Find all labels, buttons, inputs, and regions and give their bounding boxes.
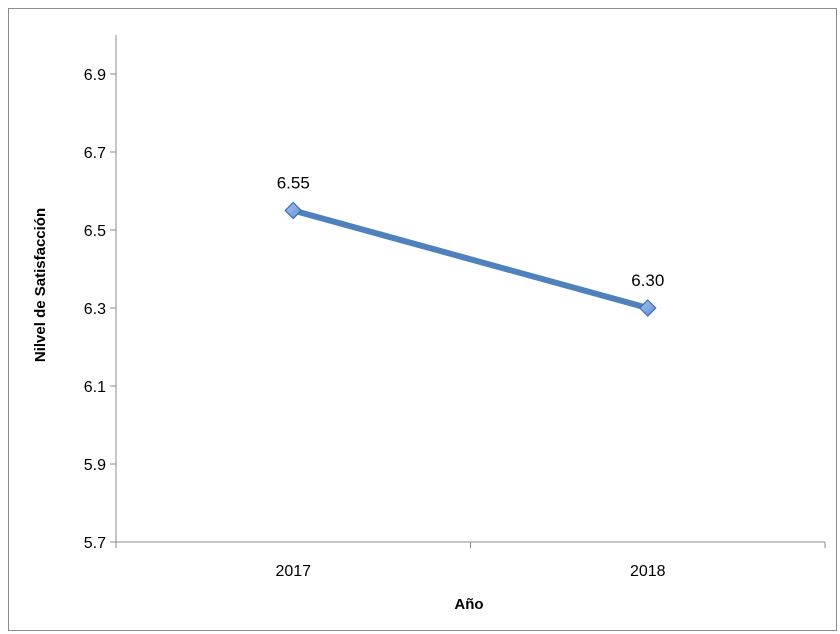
x-tick-label: 2018: [630, 563, 666, 580]
series-line: [290, 207, 651, 311]
y-tick-label: 6.3: [84, 301, 106, 318]
y-tick-label: 6.5: [84, 223, 106, 240]
y-tick-label: 6.7: [84, 145, 106, 162]
y-tick-label: 5.7: [84, 535, 106, 552]
y-tick-label: 5.9: [84, 457, 106, 474]
x-axis-title: Año: [454, 596, 483, 613]
y-tick-label: 6.1: [84, 379, 106, 396]
x-tick-label: 2017: [275, 563, 311, 580]
y-tick-label: 6.9: [84, 67, 106, 84]
y-axis-title: Nilvel de Satisfacción: [32, 208, 49, 362]
data-label: 6.55: [277, 174, 310, 193]
data-label: 6.30: [631, 271, 664, 290]
data-point-marker: [284, 201, 303, 220]
chart-area: [8, 8, 837, 631]
data-point-marker: [638, 299, 657, 317]
